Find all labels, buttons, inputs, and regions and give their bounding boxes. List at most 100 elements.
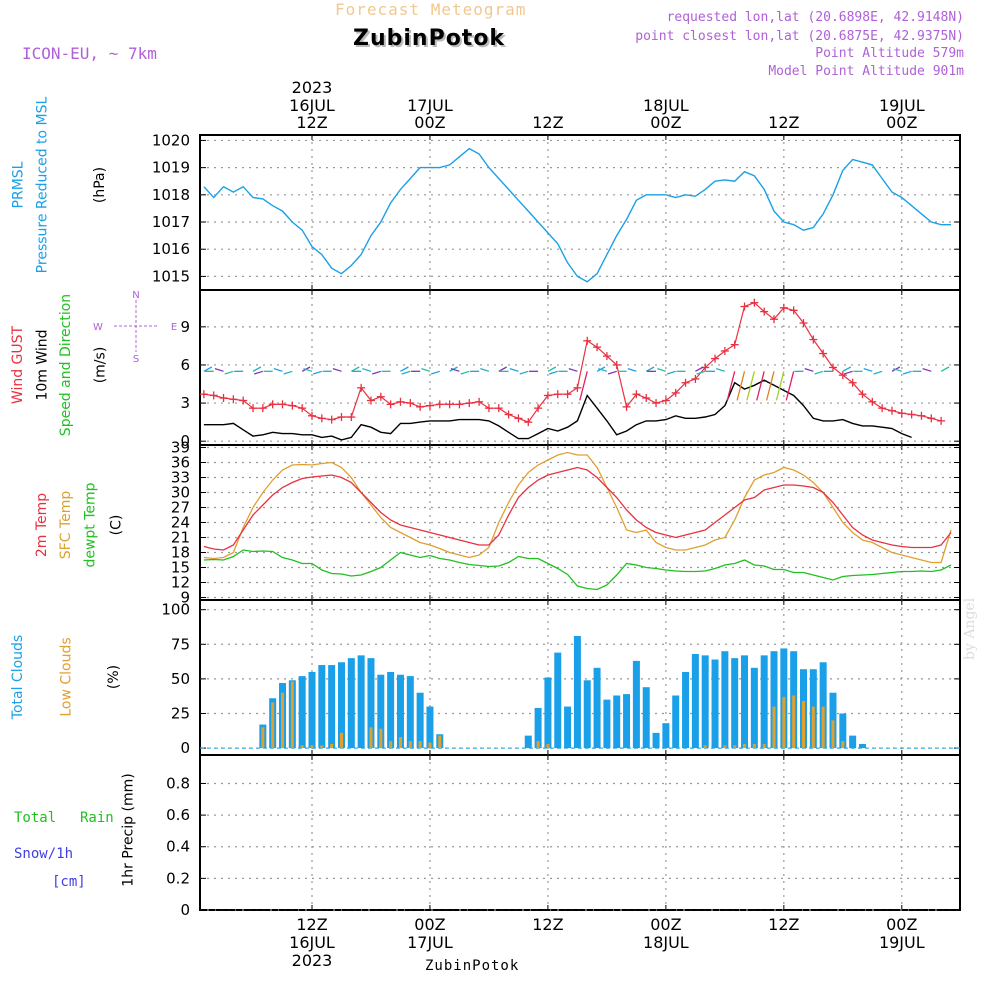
gust-marker [455,400,464,409]
total-cloud-bar [416,692,424,749]
low-cloud-bar [438,735,442,749]
low-cloud-bar [339,732,343,749]
panel-axis-label: Wind GUST [10,325,27,405]
total-cloud-bar [839,713,847,749]
total-cloud-bar [564,706,572,749]
y-tick-label: 24 [171,514,190,532]
low-cloud-bar [821,706,825,749]
gust-marker [357,383,366,392]
total-cloud-bar [396,674,404,749]
time-year-top: 2023 [292,78,333,97]
gust-marker [907,410,916,419]
y-tick-label: 0.4 [166,838,190,856]
wind-direction-arrow [460,370,470,375]
gust-marker [406,399,415,408]
low-cloud-bar [281,692,285,749]
total-cloud-bar [554,652,562,749]
gust-marker [543,391,552,400]
panel-axis-label: Low Clouds [58,637,75,717]
time-tick-bottom: 2023 [292,951,333,970]
low-cloud-bar [389,741,393,749]
wind-direction-arrow [607,370,617,375]
wind-direction-arrow [400,366,409,372]
wind-direction-arrow [372,370,382,375]
wind-direction-arrow [746,371,755,401]
wind-direction-arrow [598,368,608,372]
gust-marker [249,404,258,413]
y-tick-label: 39 [171,439,190,457]
wind-direction-arrow [627,368,637,372]
precip-legend-item: Snow/1h [14,846,74,862]
gust-marker [239,396,248,405]
wind-direction-arrow [842,366,852,372]
gust-marker [760,307,769,316]
total-cloud-bar [858,743,866,749]
panel-axis-label: (%) [106,664,123,690]
low-cloud-bar [772,706,776,749]
y-tick-label: 0.6 [166,806,190,824]
time-tick-top: 12Z [768,113,799,132]
time-tick-top: 00Z [886,113,917,132]
y-tick-label: 1018 [152,186,190,204]
gust-marker [199,390,208,399]
y-tick-label: 25 [171,704,190,722]
y-tick-label: 0 [180,739,190,757]
precip-legend-item: Rain [80,810,114,826]
low-cloud-bar [428,742,432,749]
gust-marker [475,397,484,406]
y-tick-label: 1017 [152,213,190,231]
wind-direction-arrow [902,370,912,375]
low-cloud-bar [841,741,845,749]
gust-marker [878,404,887,413]
total-cloud-bar [682,671,690,749]
panel-axis-label: Speed and Direction [58,293,75,437]
total-cloud-bar [731,658,739,749]
gust-marker [504,410,513,419]
gust-marker [917,411,926,420]
gust-marker [809,335,818,344]
gust-marker [671,388,680,397]
gust-marker [347,413,356,422]
gust-marker [691,374,700,383]
model-altitude: Model Point Altitude 901m [768,64,964,79]
wind-direction-arrow [509,368,519,372]
gust-marker [465,399,474,408]
total-cloud-bar [573,635,581,749]
y-tick-label: 9 [180,589,190,607]
panel-axis-label: 1hr Precip (mm) [120,773,137,887]
wind-direction-arrow [716,368,726,372]
panel-frame-2 [199,289,961,446]
wind-direction-arrow [579,371,588,401]
wind-direction-arrow [480,368,490,372]
low-cloud-bar [369,727,373,749]
panel-frame-5 [199,754,961,911]
gust-marker [514,414,523,423]
panel-axis-label: Total Clouds [10,634,27,720]
gust-marker [642,393,651,402]
gust-marker [711,354,720,363]
gust-marker [858,390,867,399]
gust-marker [622,402,631,411]
total-cloud-bar [524,735,532,749]
compass-w: W [93,322,103,333]
panel-axis-label: (m/s) [91,346,108,384]
wind-direction-arrow [254,370,264,375]
total-cloud-bar [357,655,365,749]
time-tick-bottom: 12Z [532,915,563,934]
closest-coords: point closest lon,lat (20.6875E, 42.9375… [635,29,964,44]
time-tick-top: 00Z [650,113,681,132]
time-tick-top: 16JUL [289,96,335,115]
total-cloud-bar [603,699,611,749]
total-cloud-bar [750,667,758,749]
gust-marker [661,396,670,405]
low-cloud-bar [546,743,550,749]
low-cloud-bar [703,745,707,749]
panel-axis-label: (C) [107,514,124,536]
sfc-temp-line [203,451,952,564]
total-cloud-bar [770,651,778,749]
y-tick-label: 100 [161,601,190,619]
gust-marker [317,414,326,423]
total-cloud-bar [623,694,631,749]
gust-marker [573,383,582,392]
wind-direction-arrow [893,368,902,372]
